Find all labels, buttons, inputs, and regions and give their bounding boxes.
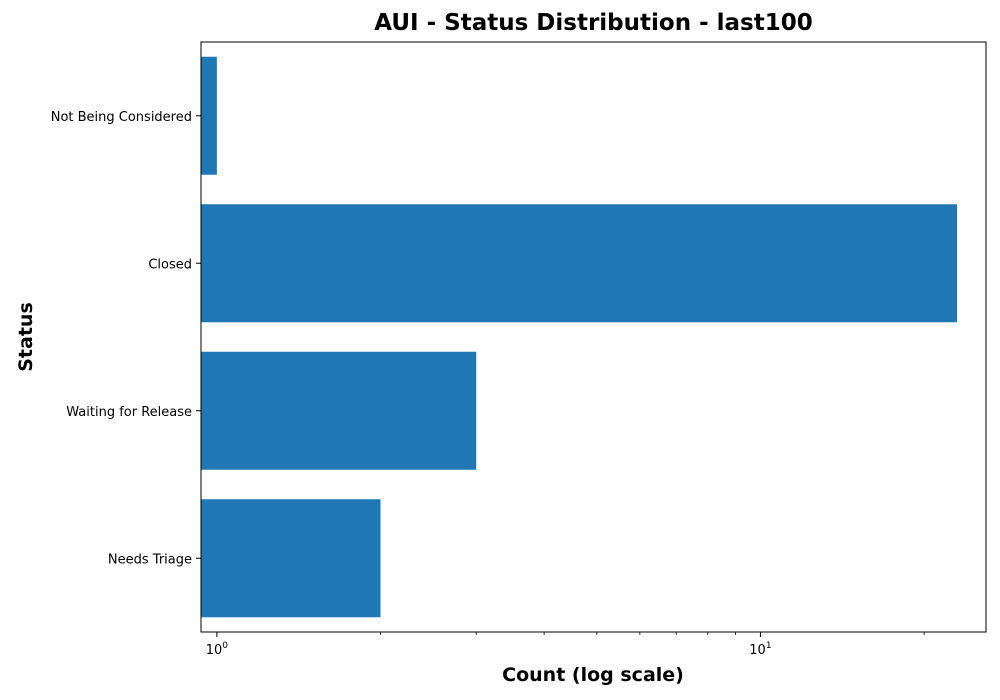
- y-axis: Not Being Considered Closed Waiting for Re…: [51, 110, 201, 567]
- bar-closed: [201, 204, 958, 323]
- plot-frame: [200, 41, 987, 633]
- y-tick-label: Needs Triage: [108, 552, 192, 567]
- y-axis-label: Status: [15, 302, 37, 372]
- x-axis-label: Count (log scale): [502, 664, 684, 686]
- bar-not-being-considered: [201, 56, 217, 175]
- x-tick-label: 100: [206, 641, 229, 658]
- bars-group: [201, 56, 958, 618]
- y-tick-label: Closed: [148, 257, 192, 272]
- y-tick-label: Waiting for Release: [66, 405, 192, 420]
- bar-needs-triage: [201, 499, 381, 618]
- bar-waiting-for-release: [201, 351, 477, 470]
- y-tick-label: Not Being Considered: [51, 110, 192, 125]
- chart-title: AUI - Status Distribution - last100: [374, 10, 813, 36]
- x-axis: 100 101: [206, 632, 925, 658]
- x-tick-label: 101: [749, 641, 771, 658]
